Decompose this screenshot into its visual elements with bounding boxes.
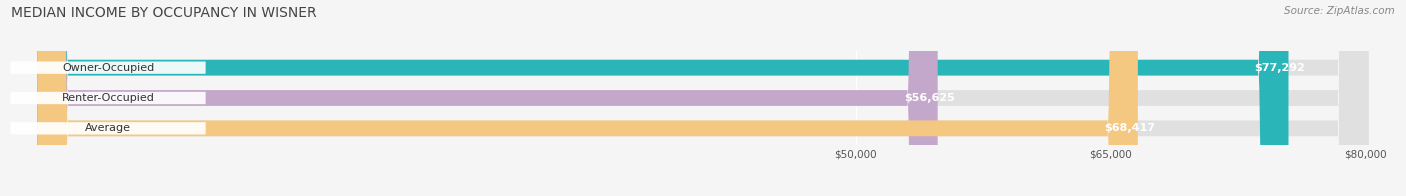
Text: $56,625: $56,625	[904, 93, 955, 103]
FancyBboxPatch shape	[10, 92, 205, 104]
Text: Source: ZipAtlas.com: Source: ZipAtlas.com	[1284, 6, 1395, 16]
FancyBboxPatch shape	[10, 62, 205, 74]
FancyBboxPatch shape	[38, 0, 1288, 196]
FancyBboxPatch shape	[38, 0, 1137, 196]
Text: Renter-Occupied: Renter-Occupied	[62, 93, 155, 103]
Text: $68,417: $68,417	[1104, 123, 1154, 133]
Text: Owner-Occupied: Owner-Occupied	[62, 63, 155, 73]
Text: $77,292: $77,292	[1254, 63, 1306, 73]
FancyBboxPatch shape	[38, 0, 1368, 196]
Text: Average: Average	[84, 123, 131, 133]
Text: MEDIAN INCOME BY OCCUPANCY IN WISNER: MEDIAN INCOME BY OCCUPANCY IN WISNER	[11, 6, 316, 20]
FancyBboxPatch shape	[38, 0, 1368, 196]
FancyBboxPatch shape	[10, 122, 205, 134]
FancyBboxPatch shape	[38, 0, 938, 196]
FancyBboxPatch shape	[38, 0, 1368, 196]
